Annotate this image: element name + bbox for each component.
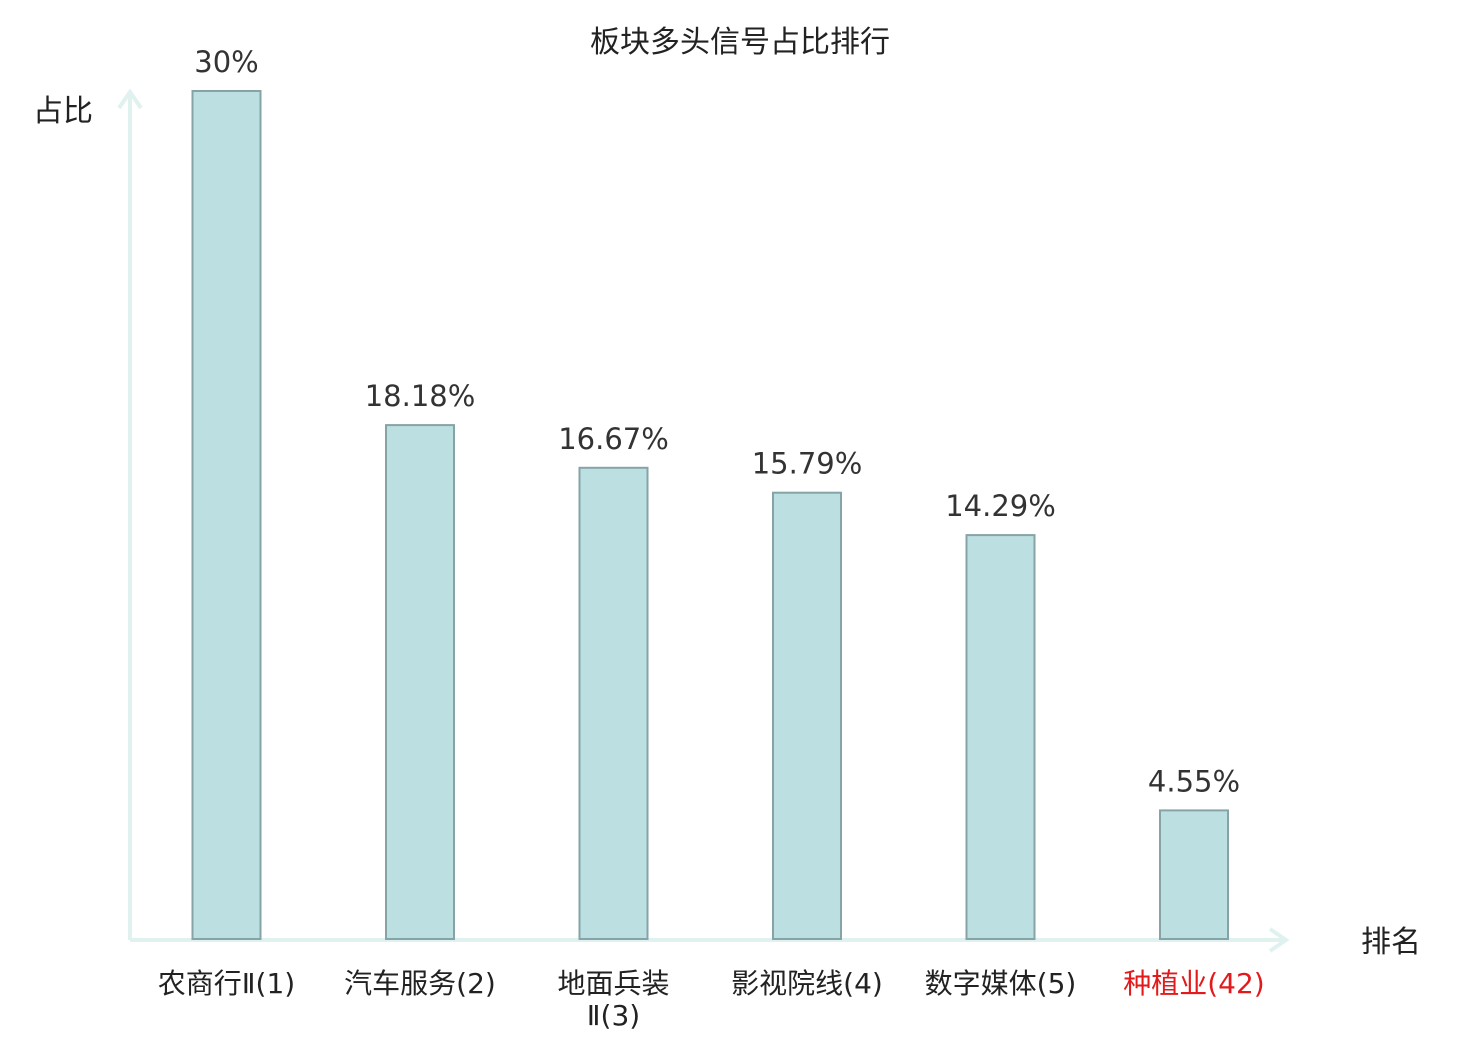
chart-title: 板块多头信号占比排行 [590,25,890,60]
category-label-3-line-2: Ⅱ(3) [587,999,640,1032]
y-axis-arrow [117,88,143,110]
bar-2 [385,424,455,941]
value-label-4: 15.79% [752,447,863,481]
bar-5 [965,534,1036,940]
value-label-3: 16.67% [558,422,669,456]
x-axis-label: 排名 [1361,925,1421,960]
value-label-5: 14.29% [945,489,1056,523]
category-label-2: 汽车服务(2) [344,967,496,1000]
x-axis-arrow [1268,927,1290,953]
category-label-4: 影视院线(4) [731,967,883,1000]
y-axis-label: 占比 [33,94,93,129]
category-label-3-line-1: 地面兵装 [557,967,669,1000]
bar-6 [1159,809,1229,941]
value-label-2: 18.18% [365,379,476,413]
category-label-6: 种植业(42) [1123,967,1264,1000]
value-label-1: 30% [194,45,258,79]
bars [191,90,1229,941]
value-labels: 30% 18.18% 16.67% 15.79% 14.29% 4.55% [194,45,1240,798]
bar-4 [772,491,842,940]
bar-3 [578,466,649,940]
value-label-6: 4.55% [1148,764,1240,798]
category-label-5: 数字媒体(5) [925,967,1077,1000]
category-label-1: 农商行Ⅱ(1) [158,967,295,1000]
bar-1 [191,90,262,940]
axes [117,88,1290,953]
